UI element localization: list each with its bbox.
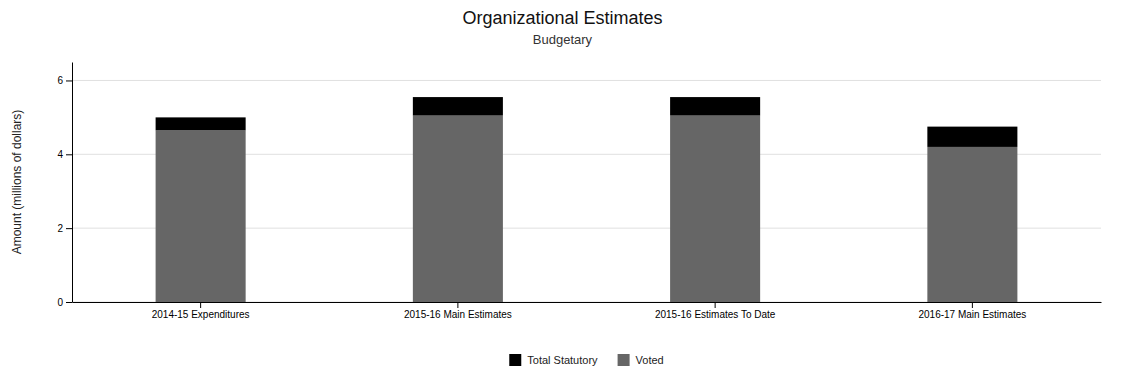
tick: 2016-17 Main Estimates <box>918 302 1026 320</box>
tick: 4 <box>57 149 72 160</box>
bar <box>927 127 1017 147</box>
grid <box>72 80 1101 302</box>
x-axis: 2014-15 Expenditures 2015-16 Main Estimat… <box>73 302 1102 320</box>
tick-mark <box>66 80 72 81</box>
plot: 0 2 4 6 2014-15 Expenditures 2015-16 Main Est… <box>57 63 1101 321</box>
tick-mark <box>66 154 72 155</box>
tick-label: 2015-16 Estimates To Date <box>655 309 776 320</box>
bar <box>670 116 760 302</box>
tick: 0 <box>57 297 72 308</box>
tick: 2014-15 Expenditures <box>152 302 250 320</box>
tick-label: 4 <box>57 149 63 160</box>
tick: 2015-16 Main Estimates <box>404 302 512 320</box>
legend-label: Voted <box>636 354 664 366</box>
tick-label: 2015-16 Main Estimates <box>404 309 512 320</box>
tick-mark <box>715 302 716 308</box>
bar <box>413 97 503 115</box>
chart-container: 0 2 4 6 2014-15 Expenditures 2015-16 Main Est… <box>0 0 1125 382</box>
bar <box>156 117 246 130</box>
title: Organizational Estimates <box>462 8 662 28</box>
bar <box>670 97 760 115</box>
legend: Total Statutory Voted <box>509 354 663 366</box>
legend-swatch <box>618 354 630 366</box>
chart: 0 2 4 6 2014-15 Expenditures 2015-16 Main Est… <box>0 0 1125 382</box>
axis-line <box>73 302 1102 303</box>
tick-label: 2016-17 Main Estimates <box>918 309 1026 320</box>
tick-mark <box>457 302 458 308</box>
tick-mark <box>200 302 201 308</box>
tick: 2 <box>57 223 72 234</box>
tick-label: 2 <box>57 223 63 234</box>
legend-item: Voted <box>618 354 664 366</box>
axis-line <box>72 63 73 303</box>
tick-mark <box>66 302 72 303</box>
bar <box>156 130 246 302</box>
bars <box>156 97 1018 302</box>
subtitle: Budgetary <box>533 32 593 47</box>
tick-label: 0 <box>57 297 63 308</box>
tick: 6 <box>57 75 72 86</box>
tick: 2015-16 Estimates To Date <box>655 302 776 320</box>
y-axis: 0 2 4 6 <box>57 63 72 308</box>
tick-label: 6 <box>57 75 63 86</box>
bar <box>927 147 1017 302</box>
legend-label: Total Statutory <box>527 354 598 366</box>
legend-item: Total Statutory <box>509 354 598 366</box>
grid-line <box>72 80 1101 81</box>
bar <box>413 116 503 302</box>
y-axis-title: Amount (millions of dollars) <box>10 110 24 255</box>
tick-mark <box>66 228 72 229</box>
tick-label: 2014-15 Expenditures <box>152 309 250 320</box>
legend-swatch <box>509 354 521 366</box>
tick-mark <box>972 302 973 308</box>
